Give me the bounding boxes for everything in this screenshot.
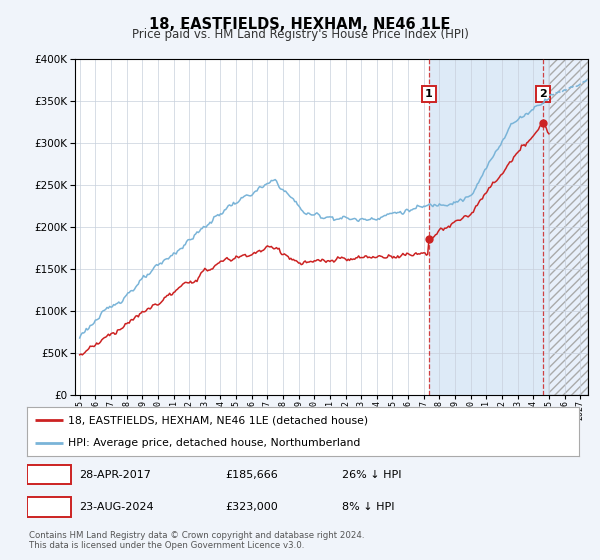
Text: 18, EASTFIELDS, HEXHAM, NE46 1LE (detached house): 18, EASTFIELDS, HEXHAM, NE46 1LE (detach… xyxy=(68,416,368,426)
Text: £185,666: £185,666 xyxy=(226,470,278,480)
Text: 2: 2 xyxy=(45,500,53,514)
Text: £323,000: £323,000 xyxy=(226,502,278,512)
Bar xyxy=(549,59,588,395)
Text: 2: 2 xyxy=(539,89,547,99)
Text: 8% ↓ HPI: 8% ↓ HPI xyxy=(341,502,394,512)
Text: 1: 1 xyxy=(45,468,53,481)
Bar xyxy=(429,59,549,395)
Text: 28-APR-2017: 28-APR-2017 xyxy=(79,470,151,480)
FancyBboxPatch shape xyxy=(27,465,71,484)
Text: Price paid vs. HM Land Registry's House Price Index (HPI): Price paid vs. HM Land Registry's House … xyxy=(131,28,469,41)
FancyBboxPatch shape xyxy=(27,497,71,516)
Text: 26% ↓ HPI: 26% ↓ HPI xyxy=(341,470,401,480)
Bar xyxy=(75,59,429,395)
Text: Contains HM Land Registry data © Crown copyright and database right 2024.
This d: Contains HM Land Registry data © Crown c… xyxy=(29,531,364,550)
Text: 18, EASTFIELDS, HEXHAM, NE46 1LE: 18, EASTFIELDS, HEXHAM, NE46 1LE xyxy=(149,17,451,32)
Text: HPI: Average price, detached house, Northumberland: HPI: Average price, detached house, Nort… xyxy=(68,438,361,448)
Text: 23-AUG-2024: 23-AUG-2024 xyxy=(79,502,154,512)
Text: 1: 1 xyxy=(425,89,433,99)
